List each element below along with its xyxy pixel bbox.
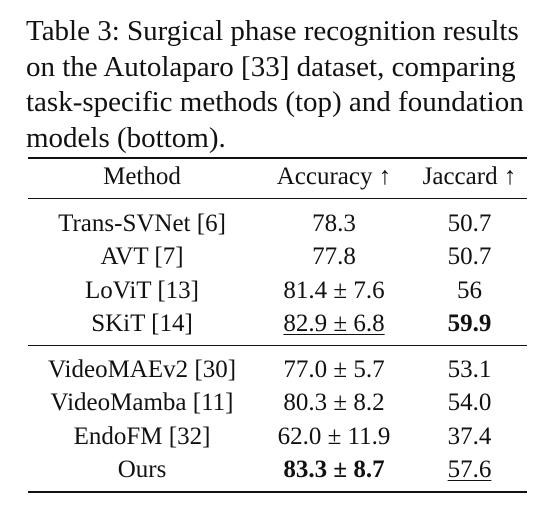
method-cell: AVT [7] — [100, 243, 184, 270]
jaccard-cell: 54.0 — [447, 389, 492, 416]
jaccard-cell: 57.6 — [412, 453, 527, 487]
method-cell: LoViT [13] — [85, 277, 199, 304]
method-cell: VideoMAEv2 [30] — [47, 356, 237, 383]
table-row: AVT [7] 77.8 50.7 — [28, 240, 527, 274]
method-cell: Trans-SVNet [6] — [58, 210, 226, 237]
jaccard-cell: 56 — [457, 277, 482, 304]
accuracy-cell: 62.0 ± 11.9 — [277, 423, 391, 450]
table-row: LoViT [13] 81.4 ± 7.6 56 — [28, 274, 527, 308]
table-row: VideoMAEv2 [30] 77.0 ± 5.7 53.1 — [28, 353, 527, 387]
table-row: EndoFM [32] 62.0 ± 11.9 37.4 — [28, 420, 527, 454]
method-cell: VideoMamba [11] — [50, 389, 234, 416]
header-jaccard: Jaccard ↑ — [422, 163, 517, 190]
jaccard-value-underlined: 57.6 — [447, 456, 492, 483]
header-row: Method Accuracy ↑ Jaccard ↑ — [28, 160, 527, 194]
table-row: Ours 83.3 ± 8.7 57.6 — [28, 453, 527, 487]
group-divider-rule — [28, 345, 527, 346]
jaccard-cell: 37.4 — [447, 423, 492, 450]
jaccard-cell: 59.9 — [447, 310, 492, 337]
accuracy-cell: 83.3 ± 8.7 — [283, 456, 385, 483]
caption-line: task-specific methods (top) and foundati… — [26, 86, 524, 118]
method-cell: SKiT [14] — [91, 310, 193, 337]
jaccard-cell: 50.7 — [447, 243, 492, 270]
jaccard-cell: 53.1 — [447, 356, 492, 383]
header-method: Method — [103, 163, 181, 190]
top-rule — [28, 157, 527, 159]
header-accuracy: Accuracy ↑ — [276, 163, 392, 190]
header-rule — [28, 198, 527, 199]
caption-line: models (bottom). — [26, 121, 226, 154]
table-row: Trans-SVNet [6] 78.3 50.7 — [28, 207, 527, 241]
table-caption: Table 3: Surgical phase recognition resu… — [26, 14, 546, 156]
accuracy-value-underlined: 82.9 ± 6.8 — [283, 310, 385, 337]
accuracy-cell: 78.3 — [312, 210, 356, 237]
method-cell: Ours — [117, 456, 167, 483]
accuracy-cell: 80.3 ± 8.2 — [283, 389, 385, 416]
caption-line: Table 3: Surgical phase recognition resu… — [26, 15, 519, 47]
accuracy-cell: 77.0 ± 5.7 — [283, 356, 385, 383]
table-row: VideoMamba [11] 80.3 ± 8.2 54.0 — [28, 386, 527, 420]
method-cell: EndoFM [32] — [73, 423, 211, 450]
table-row: SKiT [14] 82.9 ± 6.8 59.9 — [28, 307, 527, 341]
accuracy-cell: 82.9 ± 6.8 — [256, 307, 412, 341]
caption-line: on the Autolaparo [33] dataset, comparin… — [26, 50, 516, 83]
jaccard-cell: 50.7 — [447, 210, 492, 237]
accuracy-cell: 77.8 — [312, 243, 356, 270]
bottom-rule — [28, 491, 527, 493]
accuracy-cell: 81.4 ± 7.6 — [283, 277, 385, 304]
